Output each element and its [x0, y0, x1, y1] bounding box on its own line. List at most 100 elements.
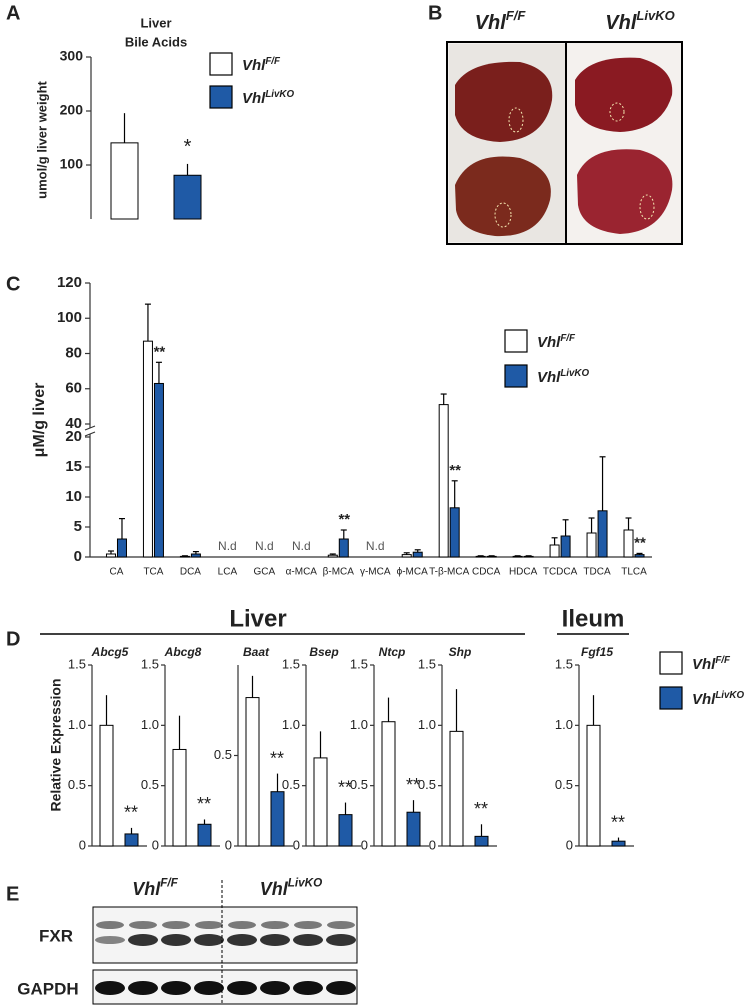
y-tick-label: 40 [65, 415, 82, 432]
blot-band [129, 921, 157, 929]
chart-title: Abcg8 [164, 645, 202, 659]
bar [474, 835, 489, 847]
error-bar [551, 537, 558, 545]
bar [597, 510, 608, 558]
legend-label: VhlLivKO [242, 88, 294, 107]
x-tick-label: TDCA [583, 567, 611, 578]
legend-swatch [504, 329, 528, 353]
x-tick-label: ϕ-MCA [397, 567, 428, 578]
label-superscript: LivKO [715, 689, 744, 700]
blot-band [128, 934, 158, 946]
y-tick-label: 0 [225, 837, 232, 852]
bar [173, 174, 202, 220]
blot-band [128, 981, 158, 995]
blot-band [260, 934, 290, 946]
y-tick-label: 0 [79, 837, 86, 852]
bar [110, 142, 139, 220]
legend-label: VhlLivKO [692, 689, 744, 708]
error-bar [340, 529, 347, 539]
y-tick-label: 60 [65, 380, 82, 397]
bar [549, 544, 560, 558]
y-tick-label: 200 [60, 102, 84, 118]
significance-label: ** [634, 534, 646, 551]
x-tick-label: GCA [254, 567, 276, 578]
y-axis-label: Relative Expression [48, 678, 64, 811]
error-bar [636, 552, 643, 555]
y-tick-label: 15 [65, 458, 82, 475]
chart-title: Abcg5 [91, 645, 129, 659]
y-tick-label: 1.5 [141, 656, 159, 671]
bar [623, 529, 634, 558]
x-tick-label: CA [110, 567, 124, 578]
y-tick-label: 1.0 [68, 717, 86, 732]
bar [523, 555, 534, 558]
bar [338, 814, 353, 847]
error-bar [118, 517, 125, 539]
error-bar [181, 555, 188, 557]
chart-title: Bsep [309, 645, 338, 659]
blot-band [162, 921, 190, 929]
significance-label: ** [611, 812, 625, 832]
bar [512, 555, 523, 558]
bar [634, 554, 645, 558]
x-tick-label: LCA [218, 567, 238, 578]
blot-band [227, 981, 257, 995]
significance-label: ** [406, 775, 420, 795]
y-tick-label: 0.5 [68, 777, 86, 792]
y-tick-label: 100 [60, 156, 84, 172]
significance-label: ** [338, 511, 350, 528]
bar [412, 551, 423, 558]
blot-band [95, 936, 125, 944]
significance-label: ** [124, 803, 138, 823]
legend-label: VhlF/F [692, 654, 731, 673]
y-tick-label: 0 [293, 837, 300, 852]
bar [270, 791, 285, 847]
blot-band [194, 934, 224, 946]
legend-swatch [209, 52, 233, 76]
blot-band [294, 921, 322, 929]
y-tick-label: 20 [65, 428, 82, 445]
blot-band [227, 934, 257, 946]
label-superscript: LivKO [265, 88, 294, 99]
y-tick-label: 1.5 [555, 656, 573, 671]
legend-label: VhlF/F [242, 55, 281, 74]
y-tick-label: 1.5 [282, 656, 300, 671]
error-bar [477, 555, 484, 557]
x-tick-label: HDCA [509, 567, 538, 578]
bar [586, 724, 601, 847]
y-axis-label: μM/g liver [31, 383, 48, 458]
significance-label: ** [270, 748, 284, 768]
label-name: Vhl [260, 879, 289, 899]
not-detected-label: N.d [255, 539, 274, 553]
bar [99, 724, 114, 847]
panel-letter: E [6, 883, 19, 905]
x-tick-label: γ-MCA [360, 567, 391, 578]
error-bar [155, 361, 162, 384]
bar [611, 840, 626, 847]
bar [449, 507, 460, 558]
blot-band [260, 981, 290, 995]
y-tick-label: 1.5 [68, 656, 86, 671]
label-name: Vhl [242, 57, 266, 74]
label-superscript: F/F [160, 877, 178, 890]
significance-label: ** [474, 799, 488, 819]
blot-band [326, 981, 356, 995]
error-bar [625, 517, 632, 530]
legend-label: VhlF/F [537, 332, 576, 351]
error-bar [562, 519, 569, 536]
blot-row-label: GAPDH [17, 979, 78, 998]
bar [124, 833, 139, 847]
blot-band [195, 921, 223, 929]
bar [406, 811, 421, 847]
bar [245, 697, 260, 847]
blot-band [293, 934, 323, 946]
label-superscript: F/F [506, 8, 527, 23]
blot-bands [95, 921, 356, 995]
blot-band [293, 981, 323, 995]
chart-title: Shp [449, 645, 472, 659]
not-detected-label: N.d [292, 539, 311, 553]
label-superscript: F/F [715, 654, 731, 665]
blot-band [326, 934, 356, 946]
error-bar [599, 456, 606, 511]
